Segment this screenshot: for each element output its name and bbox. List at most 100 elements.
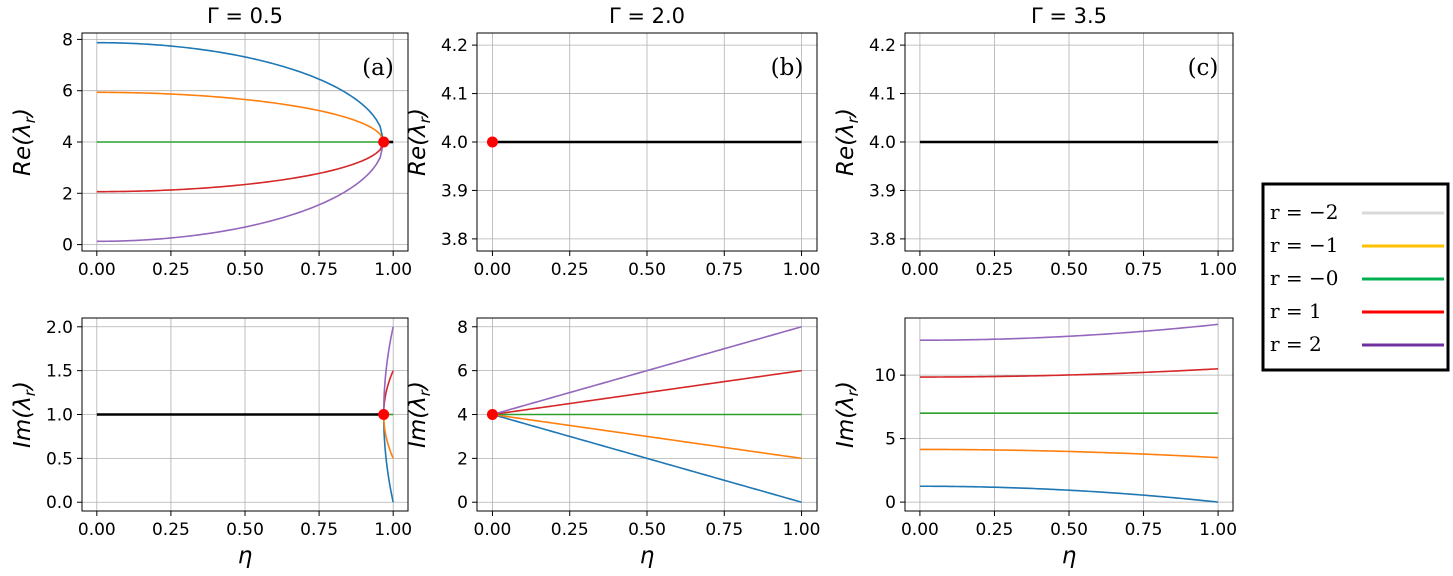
panel-title: Γ = 2.0 (609, 4, 685, 28)
axes-frame (476, 32, 818, 252)
panel-label: (c) (1188, 55, 1219, 81)
series-line-r=1 (382, 370, 394, 415)
x-tick-label: 0.75 (300, 260, 338, 280)
y-tick-label: 4.0 (869, 133, 896, 153)
series-line-r=-2 (96, 41, 385, 143)
legend-label: r = −0 (1270, 266, 1339, 290)
y-tick-label: 10 (874, 366, 896, 386)
y-tick-label: 8 (62, 30, 73, 50)
exceptional-point-marker (486, 409, 498, 420)
y-axis-label: Im(λr) (833, 381, 862, 448)
x-tick-label: 0.00 (474, 260, 512, 280)
exceptional-point-marker (486, 136, 498, 148)
x-tick-label: 1.00 (374, 520, 412, 540)
series-line-r=2 (919, 323, 1219, 342)
x-tick-label: 0.50 (226, 260, 264, 280)
x-tick-label: 0.50 (628, 260, 666, 280)
series-line-r=1 (919, 367, 1219, 378)
axes-frame (476, 317, 818, 512)
axes-frame (81, 32, 409, 252)
y-tick-label: 1.5 (46, 362, 73, 382)
y-tick-label: 3.8 (869, 230, 896, 250)
series-line-r=-1 (96, 91, 385, 143)
series-line-r=1 (96, 141, 385, 193)
legend-box (1261, 182, 1450, 372)
x-tick-label: 0.50 (1050, 520, 1088, 540)
x-tick-label: 0.75 (705, 520, 743, 540)
panel-title: Γ = 0.5 (207, 4, 283, 28)
legend-label: r = −2 (1270, 200, 1339, 224)
x-tick-label: 0.50 (226, 520, 264, 540)
y-tick-label: 4.2 (441, 36, 468, 56)
panel-label: (a) (362, 55, 394, 81)
series-line-r=-1 (919, 448, 1219, 459)
x-tick-label: 0.00 (474, 520, 512, 540)
x-tick-label: 0.25 (152, 520, 190, 540)
x-tick-label: 1.00 (1199, 520, 1237, 540)
y-tick-label: 3.9 (869, 181, 896, 201)
series-line-r=1 (492, 369, 802, 416)
exceptional-point-marker (378, 136, 390, 148)
y-tick-label: 1.0 (46, 406, 73, 426)
legend-label: r = 1 (1270, 299, 1322, 323)
x-tick-label: 0.50 (628, 520, 666, 540)
y-tick-label: 0.0 (46, 493, 73, 513)
x-axis-label: η (1062, 543, 1077, 569)
y-axis-label: Re(λr) (405, 108, 434, 176)
x-tick-label: 0.25 (976, 520, 1014, 540)
x-axis-label: η (238, 543, 253, 569)
y-tick-label: 0 (62, 236, 73, 256)
x-tick-label: 0.75 (1125, 520, 1163, 540)
y-tick-label: 4 (62, 133, 73, 153)
series-line-r=-1 (492, 413, 802, 460)
y-tick-label: 4.0 (441, 133, 468, 153)
series-line-r=-2 (492, 413, 802, 503)
panel-c_top: 0.00 0.25 0.50 0.75 1.00 3.8 3.9 4.0 4.1 4.2 Γ = 3… (833, 4, 1237, 280)
panel-a_top: 0.00 0.25 0.50 0.75 1.00 0 2 4 6 8 Γ = 0.5 (a) Re(λr… (10, 4, 412, 280)
y-tick-label: 2.0 (46, 318, 73, 338)
y-tick-label: 8 (457, 318, 468, 338)
series-line-r=2 (382, 326, 394, 415)
panel-c_bottom: 0.00 0.25 0.50 0.75 1.00 0 5 10 Im(λr) η (833, 317, 1237, 569)
panel-title: Γ = 3.5 (1031, 4, 1107, 28)
panel-b_top: 0.00 0.25 0.50 0.75 1.00 3.8 3.9 4.0 4.1 4.2 Γ = 2… (405, 4, 820, 280)
x-tick-label: 0.50 (1050, 260, 1088, 280)
x-tick-label: 0.25 (551, 520, 589, 540)
x-axis-label: η (640, 543, 655, 569)
x-tick-label: 0.75 (1125, 260, 1163, 280)
axes-frame (904, 317, 1234, 512)
y-tick-label: 4 (457, 406, 468, 426)
legend: r = −2 r = −1 r = −0 r = 1 r = 2 (1261, 182, 1450, 372)
y-axis-label: Re(λr) (10, 108, 39, 176)
y-tick-label: 3.9 (441, 181, 468, 201)
series-line-r=2 (96, 141, 385, 243)
panel-label: (b) (771, 55, 804, 81)
x-tick-label: 0.75 (300, 520, 338, 540)
y-tick-label: 4.1 (441, 85, 468, 105)
x-tick-label: 0.75 (705, 260, 743, 280)
series-line-r=-2 (382, 414, 394, 503)
y-tick-label: 3.8 (441, 230, 468, 250)
y-tick-label: 2 (457, 449, 468, 469)
panel-b_bottom: 0.00 0.25 0.50 0.75 1.00 0 2 4 6 8 Im(λr) η (405, 317, 820, 569)
axes-frame (81, 317, 409, 512)
series-line-r=-2 (919, 485, 1219, 503)
legend-label: r = −1 (1270, 233, 1339, 257)
y-tick-label: 4.2 (869, 36, 896, 56)
x-tick-label: 0.00 (901, 520, 939, 540)
y-axis-label: Im(λr) (10, 381, 39, 448)
y-axis-label: Im(λr) (405, 381, 434, 448)
x-tick-label: 0.25 (551, 260, 589, 280)
y-tick-label: 0 (457, 493, 468, 513)
panel-a_bottom: 0.00 0.25 0.50 0.75 1.00 0.0 0.5 1.0 1.5 2.0 Im(λr… (10, 317, 412, 569)
x-tick-label: 1.00 (374, 260, 412, 280)
y-tick-label: 6 (457, 362, 468, 382)
y-tick-label: 2 (62, 184, 73, 204)
series-line-r=2 (492, 326, 802, 416)
x-tick-label: 0.25 (152, 260, 190, 280)
legend-label: r = 2 (1270, 332, 1322, 356)
exceptional-point-marker (378, 409, 390, 420)
y-tick-label: 4.1 (869, 85, 896, 105)
x-tick-label: 0.00 (901, 260, 939, 280)
